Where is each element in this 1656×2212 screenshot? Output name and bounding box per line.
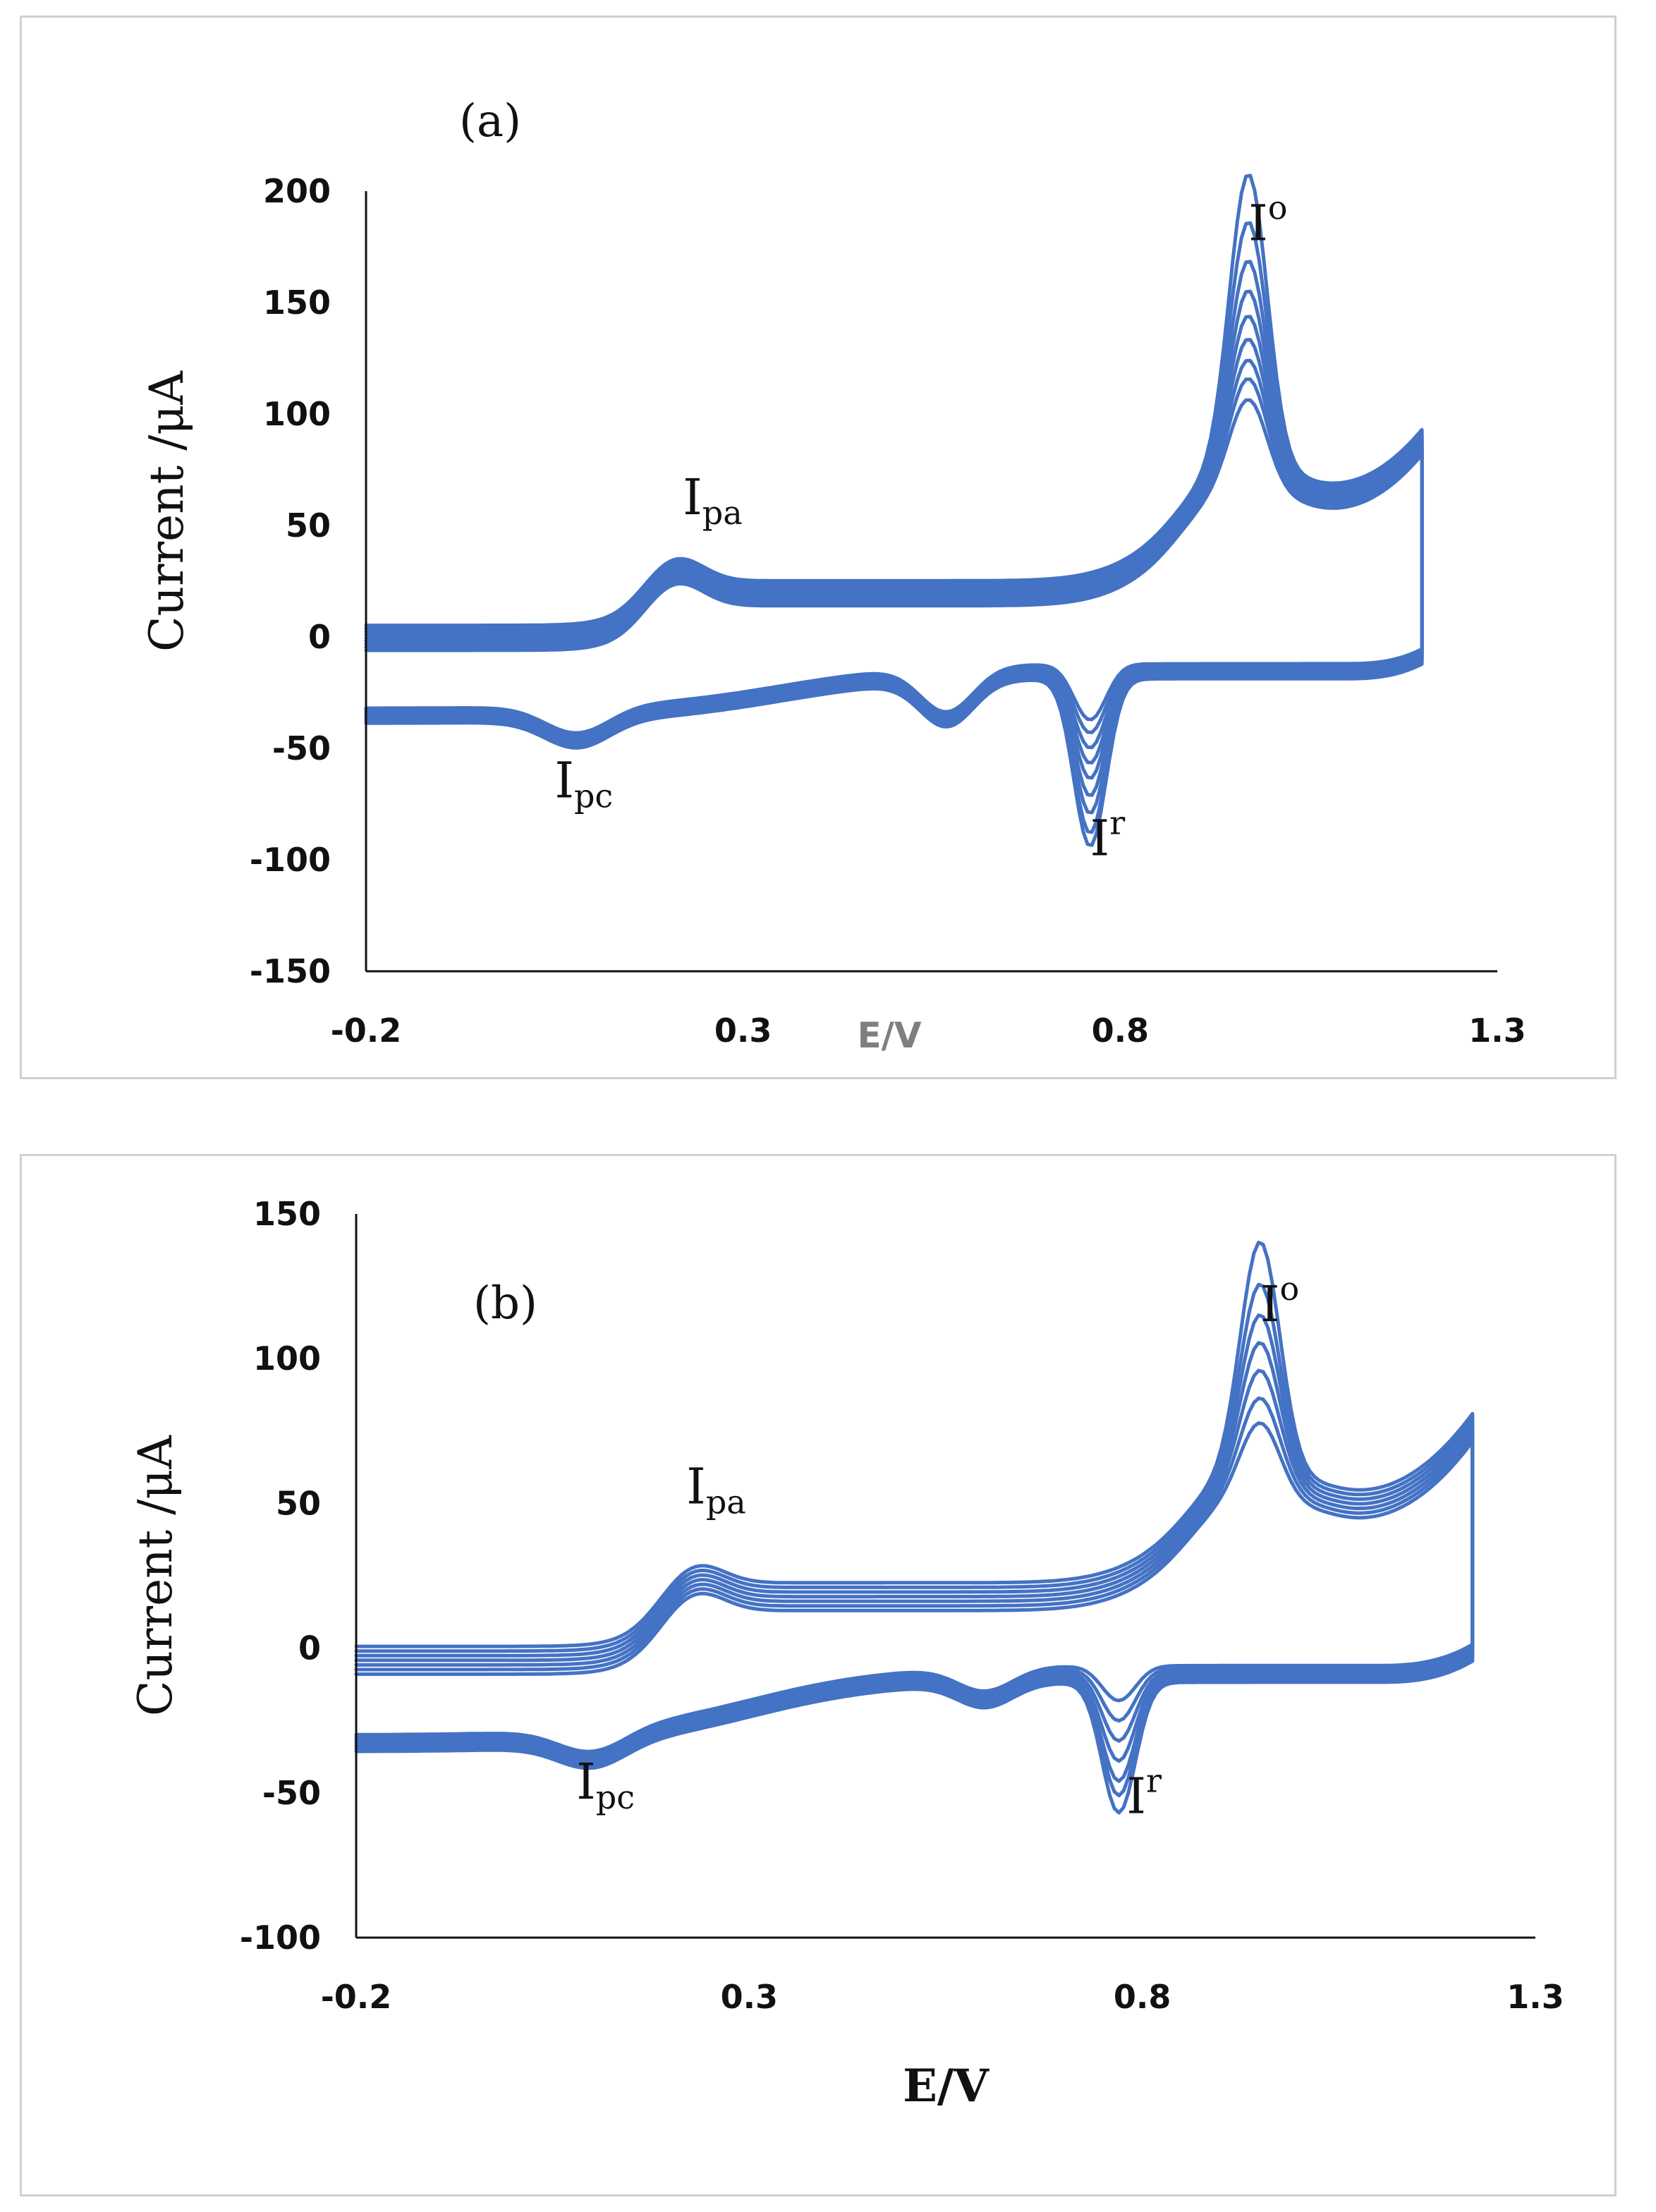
peak-annotation: Ipa: [683, 468, 743, 532]
y-tick-label: 100: [253, 1339, 321, 1378]
y-tick-label: 150: [263, 284, 331, 322]
chart-panel-b: (b) 150 100 50 0 -50 -100 -0.2 0.3 0.8 1.3 Curren…: [20, 1154, 1617, 2196]
cv-cycle-curve: [354, 1313, 1475, 1783]
x-axis-title-b: E/V: [903, 2060, 990, 2113]
cv-cycle-curve: [354, 1368, 1475, 1759]
cv-cycle-curve: [354, 1396, 1475, 1756]
y-tick-label: -100: [250, 841, 331, 879]
cv-cycle-curve: [354, 1240, 1475, 1815]
x-tick-label: -0.2: [331, 1011, 402, 1050]
x-tick-label: 0.8: [1114, 1978, 1171, 2016]
x-tick-label: 0.8: [1092, 1011, 1150, 1050]
cv-cycle-curve: [364, 174, 1424, 847]
panel-label-a: (a): [459, 95, 521, 147]
y-tick-label: -50: [272, 729, 331, 767]
y-tick-label: 0: [298, 1629, 321, 1667]
y-tick-label: 50: [286, 506, 331, 545]
cv-curves-a: [364, 174, 1424, 847]
y-axis-title-a: Current /μA: [140, 370, 194, 652]
cv-curves-b: [354, 1240, 1475, 1815]
y-tick-label: 0: [308, 618, 331, 656]
cv-chart-a: (a) 200 150 100 50 0 -50 -100 -150-0.2 0.3 0.8 1.3…: [140, 95, 1526, 1056]
x-tick-label: 0.3: [721, 1978, 779, 2016]
chart-panel-a: (a) 200 150 100 50 0 -50 -100 -150 -0.2 0.3 0.8 1.3…: [20, 16, 1617, 1079]
peak-annotation: Ipc: [554, 752, 613, 815]
cv-cycle-curve: [354, 1341, 1475, 1763]
y-tick-label: -150: [250, 952, 331, 990]
y-tick-label: 100: [263, 395, 331, 433]
x-tick-label: -0.2: [321, 1978, 392, 2016]
peak-annotation: Ir: [1090, 804, 1126, 868]
x-tick-label: 1.3: [1506, 1978, 1564, 2016]
peak-annotation: Io: [1248, 189, 1287, 253]
peak-annotation: Ir: [1126, 1762, 1162, 1825]
peak-annotation: Io: [1260, 1270, 1299, 1333]
y-tick-label: 150: [253, 1195, 321, 1233]
peak-annotation: Ipa: [686, 1457, 746, 1521]
x-axis-title-a: E/V: [857, 1015, 921, 1056]
cv-cycle-curve: [354, 1282, 1475, 1798]
y-tick-label: -50: [262, 1774, 321, 1812]
y-tick-label: 200: [263, 172, 331, 210]
y-tick-label: 50: [276, 1484, 321, 1522]
cv-chart-b: (b) 150 100 50 0 -50 -100-0.2 0.3 0.8 1.3 Curren…: [128, 1195, 1564, 2113]
y-axis-title-b: Current /μA: [128, 1435, 183, 1716]
y-tick-label: -100: [240, 1919, 321, 1957]
peak-annotation: Ipc: [576, 1753, 635, 1816]
x-tick-label: 0.3: [714, 1011, 772, 1050]
panel-label-b: (b): [473, 1277, 537, 1330]
x-tick-label: 1.3: [1468, 1011, 1526, 1050]
